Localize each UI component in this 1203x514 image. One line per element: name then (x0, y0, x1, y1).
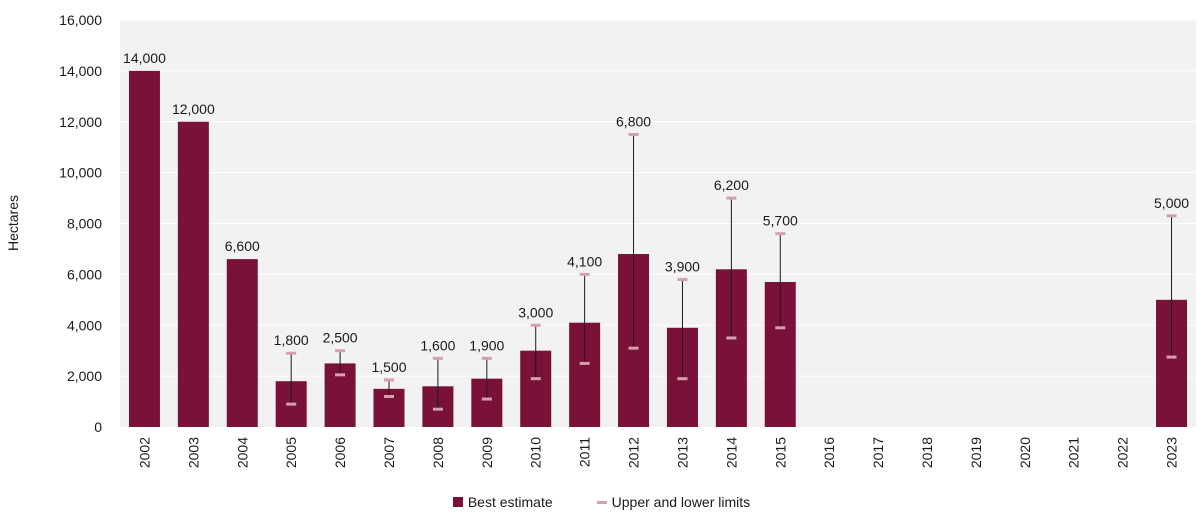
bar (128, 70, 160, 427)
legend: Best estimate Upper and lower limits (0, 494, 1203, 510)
y-tick-label: 10,000 (59, 165, 102, 181)
error-bars (286, 132, 1177, 411)
y-tick-label: 16,000 (59, 12, 102, 28)
data-label: 1,900 (469, 337, 504, 353)
data-label: 1,600 (420, 337, 455, 353)
x-tick-label: 2014 (723, 437, 739, 468)
x-tick-label: 2017 (870, 437, 886, 468)
data-label: 14,000 (123, 50, 166, 66)
x-tick-label: 2020 (1017, 437, 1033, 468)
x-tick-label: 2015 (772, 437, 788, 468)
data-label: 3,000 (518, 304, 553, 320)
data-label: 3,900 (665, 258, 700, 274)
x-tick-label: 2009 (479, 437, 495, 468)
data-label: 1,800 (274, 332, 309, 348)
y-axis-title: Hectares (5, 195, 21, 251)
legend-swatch-limit (596, 500, 607, 504)
y-axis-ticks: 0 2,000 4,000 6,000 8,000 10,000 12,000 14,000 1… (59, 12, 102, 435)
data-label: 6,600 (225, 238, 260, 254)
legend-item-limits: Upper and lower limits (596, 494, 751, 510)
x-axis-ticks: 2002 2003 2004 2005 2006 2007 2008 2009 2010 2011… (136, 437, 1179, 468)
x-tick-label: 2005 (283, 437, 299, 468)
x-tick-label: 2021 (1066, 437, 1082, 468)
bar (177, 121, 209, 427)
y-tick-label: 8,000 (67, 216, 102, 232)
legend-swatch-bar (452, 497, 463, 507)
x-tick-label: 2006 (332, 437, 348, 468)
x-tick-label: 2011 (577, 437, 593, 467)
grid-lines (120, 19, 1196, 377)
data-label: 5,000 (1154, 195, 1189, 211)
y-tick-label: 6,000 (67, 266, 102, 282)
x-tick-label: 2004 (234, 437, 250, 468)
y-tick-label: 4,000 (67, 317, 102, 333)
x-tick-label: 2003 (185, 437, 201, 468)
x-tick-label: 2022 (1115, 437, 1131, 468)
y-tick-label: 0 (94, 419, 102, 435)
x-tick-label: 2023 (1164, 437, 1180, 468)
x-tick-label: 2018 (919, 437, 935, 468)
y-tick-label: 12,000 (59, 114, 102, 130)
bar (226, 259, 258, 427)
y-tick-label: 2,000 (67, 368, 102, 384)
y-tick-label: 14,000 (59, 63, 102, 79)
x-tick-label: 2007 (381, 437, 397, 468)
bar-chart: 14,000 12,000 6,600 1,800 2,500 1,500 1,600 1,9… (5, 12, 1196, 468)
bars (128, 70, 1188, 427)
legend-label: Upper and lower limits (611, 494, 751, 510)
x-tick-label: 2012 (626, 437, 642, 468)
data-label: 6,800 (616, 113, 651, 129)
x-tick-label: 2002 (136, 437, 152, 468)
data-label: 4,100 (567, 253, 602, 269)
x-tick-label: 2010 (528, 437, 544, 468)
data-label: 12,000 (172, 101, 215, 117)
data-labels: 14,000 12,000 6,600 1,800 2,500 1,500 1,600 1,9… (123, 50, 1189, 375)
legend-label: Best estimate (467, 494, 553, 510)
x-tick-label: 2016 (821, 437, 837, 468)
data-label: 6,200 (714, 177, 749, 193)
x-tick-label: 2013 (674, 437, 690, 468)
x-tick-label: 2008 (430, 437, 446, 468)
data-label: 2,500 (323, 330, 358, 346)
data-label: 1,500 (371, 359, 406, 375)
data-label: 5,700 (763, 213, 798, 229)
x-tick-label: 2019 (968, 437, 984, 468)
legend-item-best-estimate: Best estimate (452, 494, 553, 510)
